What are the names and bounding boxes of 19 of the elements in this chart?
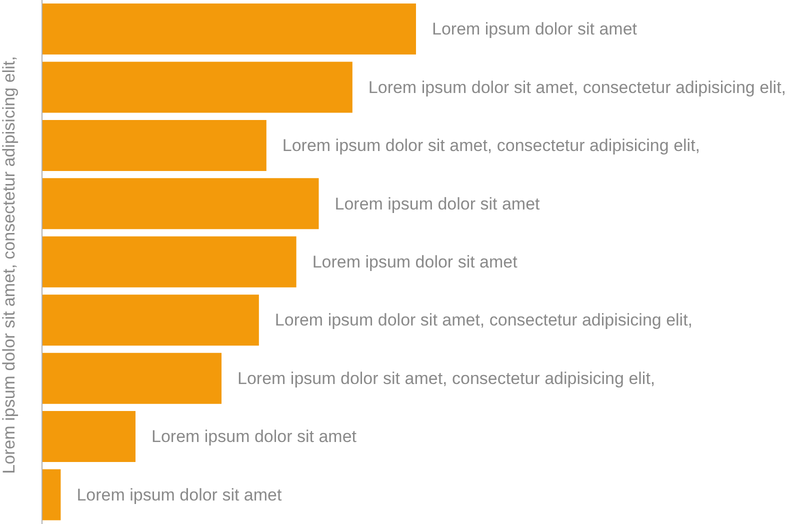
annotation: Lorem ipsum dolor sit amet: [76, 485, 282, 504]
annotation: Lorem ipsum dolor sit amet, consectetur adipisicing elit,: [238, 368, 656, 388]
annotation: Lorem ipsum dolor sit amet, consectetur adipisicing elit,: [274, 310, 693, 330]
bar: [42, 352, 222, 404]
annotation: Lorem ipsum dolor sit amet, consectetur adipisicing elit,: [368, 78, 786, 97]
bar: [42, 469, 61, 520]
bar: [42, 4, 416, 54]
annotation: Lorem ipsum dolor sit amet: [432, 20, 638, 39]
annotation: Lorem ipsum dolor sit amet: [312, 252, 518, 272]
bar: [42, 178, 319, 230]
annotation: Lorem ipsum dolor sit amet, consectetur adipisicing elit,: [282, 136, 700, 156]
bar: [42, 294, 259, 346]
bar: [42, 236, 296, 288]
y-axis-title: Lorem ipsum dolor sit amet, consectetur adipisicing elit,: [0, 56, 18, 474]
annotation: Lorem ipsum dolor sit amet: [152, 427, 357, 446]
bar: [42, 411, 136, 462]
bar: [42, 62, 352, 113]
bar: [42, 120, 266, 171]
annotation: Lorem ipsum dolor sit amet: [334, 194, 540, 214]
